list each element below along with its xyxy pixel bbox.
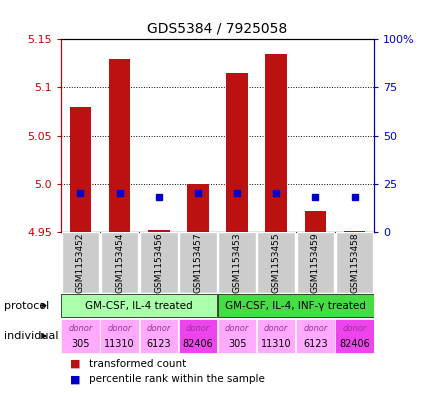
Bar <box>140 232 177 293</box>
Bar <box>61 294 217 317</box>
Text: 82406: 82406 <box>182 339 213 349</box>
Text: 11310: 11310 <box>260 339 291 349</box>
Text: GSM1153454: GSM1153454 <box>115 232 124 292</box>
Bar <box>217 320 256 353</box>
Bar <box>62 232 99 293</box>
Text: GSM1153457: GSM1153457 <box>193 232 202 293</box>
Text: donor: donor <box>342 324 366 333</box>
Bar <box>69 107 91 232</box>
Bar <box>218 232 255 293</box>
Text: GSM1153453: GSM1153453 <box>232 232 241 293</box>
Title: GDS5384 / 7925058: GDS5384 / 7925058 <box>147 21 287 35</box>
Bar <box>256 320 295 353</box>
Bar <box>179 232 216 293</box>
Bar <box>108 59 130 232</box>
Bar <box>139 320 178 353</box>
Text: GSM1153459: GSM1153459 <box>310 232 319 293</box>
Bar <box>304 211 326 232</box>
Text: donor: donor <box>224 324 249 333</box>
Text: GSM1153455: GSM1153455 <box>271 232 280 293</box>
Bar <box>296 232 333 293</box>
Text: GSM1153456: GSM1153456 <box>154 232 163 293</box>
Text: donor: donor <box>146 324 171 333</box>
Text: donor: donor <box>107 324 132 333</box>
Text: donor: donor <box>302 324 327 333</box>
Text: 305: 305 <box>71 339 89 349</box>
Text: donor: donor <box>263 324 288 333</box>
Bar <box>335 232 372 293</box>
Bar <box>187 184 208 232</box>
Text: percentile rank within the sample: percentile rank within the sample <box>89 374 264 384</box>
Bar <box>101 232 138 293</box>
Text: 82406: 82406 <box>339 339 369 349</box>
Bar <box>217 294 373 317</box>
Text: ■: ■ <box>69 358 80 369</box>
Text: GM-CSF, IL-4, INF-γ treated: GM-CSF, IL-4, INF-γ treated <box>225 301 365 310</box>
Text: donor: donor <box>68 324 92 333</box>
Bar <box>226 73 247 232</box>
Bar <box>265 54 286 232</box>
Bar <box>335 320 373 353</box>
Text: GSM1153458: GSM1153458 <box>349 232 358 293</box>
Bar <box>148 230 169 232</box>
Text: 6123: 6123 <box>146 339 171 349</box>
Text: GM-CSF, IL-4 treated: GM-CSF, IL-4 treated <box>85 301 193 310</box>
Bar <box>178 320 217 353</box>
Text: GSM1153452: GSM1153452 <box>76 232 85 292</box>
Text: 305: 305 <box>227 339 246 349</box>
Text: individual: individual <box>4 331 59 341</box>
Text: transformed count: transformed count <box>89 358 186 369</box>
Text: ■: ■ <box>69 374 80 384</box>
Bar <box>257 232 294 293</box>
Text: 6123: 6123 <box>302 339 327 349</box>
Bar <box>100 320 138 353</box>
Text: 11310: 11310 <box>104 339 135 349</box>
Bar <box>61 320 99 353</box>
Text: protocol: protocol <box>4 301 49 310</box>
Text: donor: donor <box>185 324 210 333</box>
Bar <box>296 320 334 353</box>
Bar <box>343 231 365 232</box>
